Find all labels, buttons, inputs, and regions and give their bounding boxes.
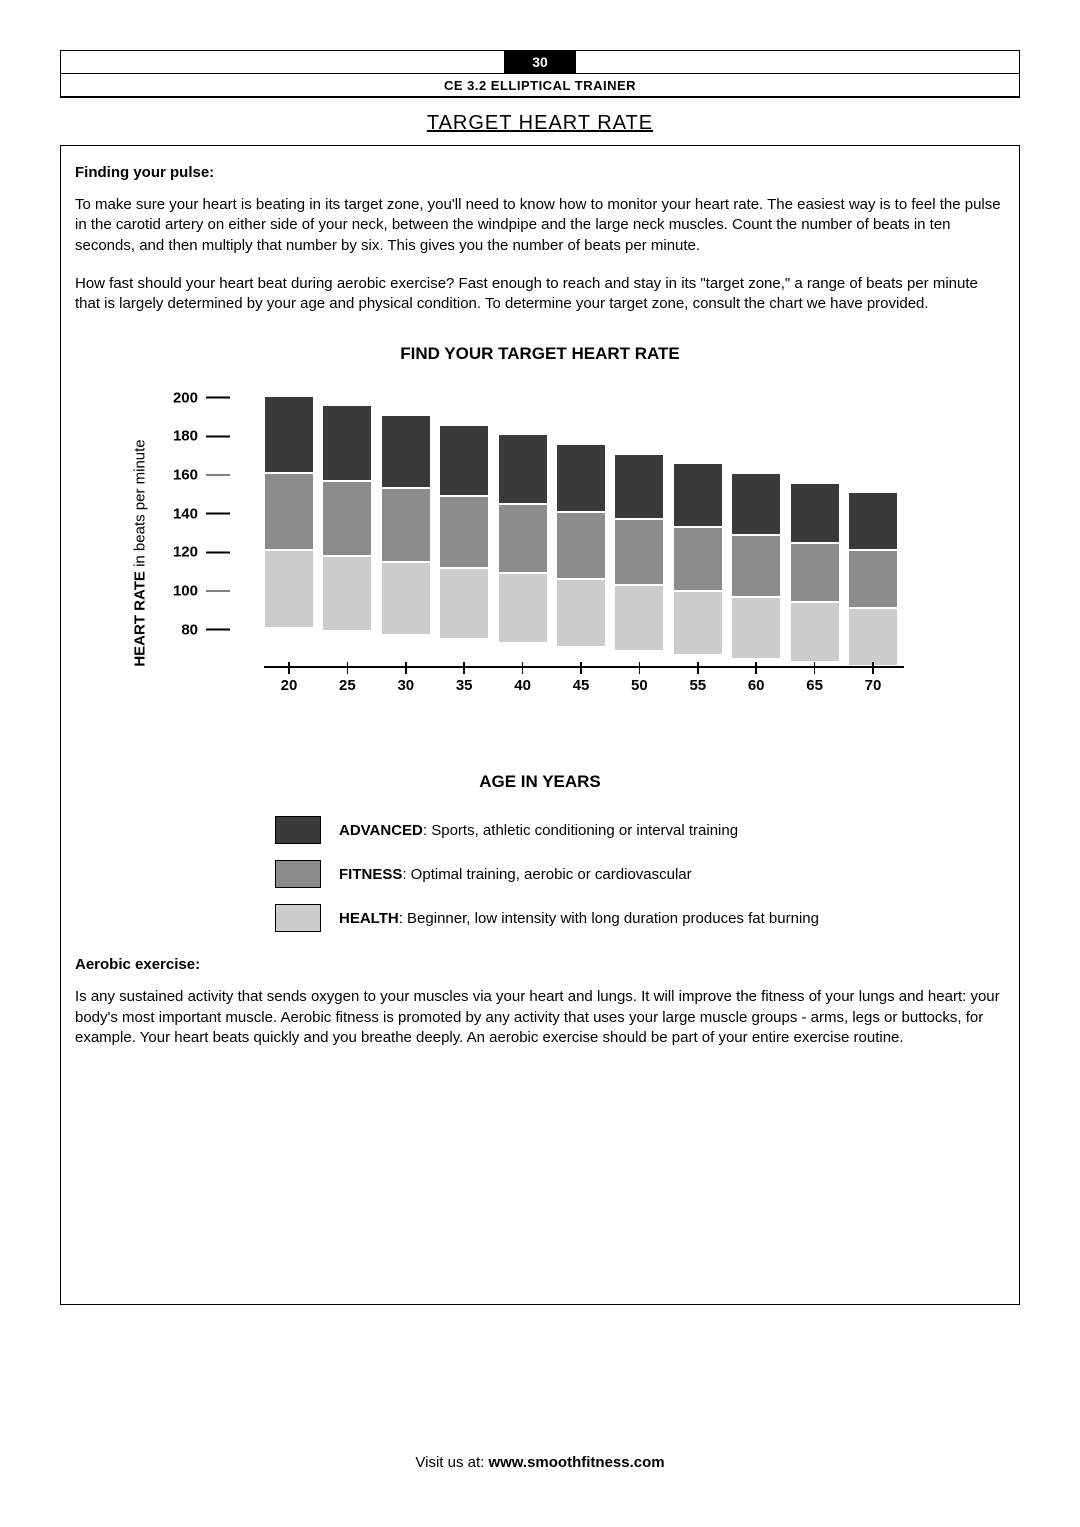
legend-row: HEALTH: Beginner, low intensity with lon… [275, 904, 1005, 932]
bar-segment [848, 608, 898, 666]
x-tick: 35 [439, 662, 489, 694]
page-header: 30 CE 3.2 ELLIPTICAL TRAINER [61, 51, 1019, 97]
y-axis-label-rest: in beats per minute [132, 440, 149, 572]
x-tick: 70 [848, 662, 898, 694]
legend-row: ADVANCED: Sports, athletic conditioning … [275, 816, 1005, 844]
chart-title: FIND YOUR TARGET HEART RATE [75, 344, 1005, 364]
bar-segment [673, 591, 723, 655]
legend-label: FITNESS: Optimal training, aerobic or ca… [339, 866, 692, 883]
y-tick: 180 [173, 428, 230, 445]
legend-label: HEALTH: Beginner, low intensity with lon… [339, 910, 819, 927]
bar-segment [790, 483, 840, 543]
footer: Visit us at: www.smoothfitness.com [0, 1454, 1080, 1471]
bar-segment [790, 543, 840, 603]
bar-segment [848, 492, 898, 550]
x-axis-label: AGE IN YEARS [75, 772, 1005, 792]
finding-pulse-heading-text: Finding your pulse [75, 164, 209, 181]
bar-segment [264, 473, 314, 550]
bar-segment [439, 425, 489, 497]
legend-label: ADVANCED: Sports, athletic conditioning … [339, 822, 738, 839]
bar-segment [439, 568, 489, 640]
aerobic-para: Is any sustained activity that sends oxy… [75, 987, 1005, 1048]
footer-prefix: Visit us at: [415, 1454, 488, 1471]
x-tick: 50 [614, 662, 664, 694]
bar-segment [614, 519, 664, 585]
bar-segment [322, 556, 372, 631]
header-container: 30 CE 3.2 ELLIPTICAL TRAINER [60, 50, 1020, 98]
bar-segment [264, 550, 314, 627]
bar-segment [322, 405, 372, 480]
legend-swatch [275, 816, 321, 844]
x-tick: 20 [264, 662, 314, 694]
bar-segment [381, 488, 431, 561]
x-tick: 65 [790, 662, 840, 694]
bar-segment [498, 504, 548, 574]
y-axis-label: HEART RATE in beats per minute [132, 423, 149, 683]
bar-segment [556, 444, 606, 512]
bar-segment [673, 527, 723, 591]
bar-segment [322, 481, 372, 556]
x-tick: 45 [556, 662, 606, 694]
content-box: Finding your pulse: To make sure your he… [60, 145, 1020, 1305]
finding-pulse-para1: To make sure your heart is beating in it… [75, 195, 1005, 256]
section-title: TARGET HEART RATE [60, 112, 1020, 135]
bar-segment [381, 415, 431, 488]
finding-pulse-para2: How fast should your heart beat during a… [75, 274, 1005, 315]
bar-segment [264, 396, 314, 473]
bar-segment [498, 573, 548, 643]
bar-segment [439, 496, 489, 568]
x-tick: 60 [731, 662, 781, 694]
y-ticks: 20018016014012010080 [180, 378, 230, 668]
bar-segment [381, 562, 431, 635]
page-number: 30 [504, 51, 576, 73]
chart-wrapper: HEART RATE in beats per minute 200180160… [130, 378, 950, 728]
bar-segment [848, 550, 898, 608]
y-tick: 140 [173, 505, 230, 522]
legend-swatch [275, 904, 321, 932]
x-tick: 30 [381, 662, 431, 694]
legend-swatch [275, 860, 321, 888]
bar-segment [556, 512, 606, 580]
bar-segment [614, 585, 664, 651]
bar-segment [731, 535, 781, 597]
chart-area: 2025303540455055606570 [264, 378, 904, 668]
bar-segment [731, 597, 781, 659]
y-tick: 80 [181, 621, 230, 638]
x-tick: 25 [322, 662, 372, 694]
finding-pulse-heading: Finding your pulse: [75, 164, 1005, 181]
bar-segment [790, 602, 840, 662]
bar-segment [731, 473, 781, 535]
x-tick: 40 [498, 662, 548, 694]
bar-segment [498, 434, 548, 504]
aerobic-heading: Aerobic exercise: [75, 956, 1005, 973]
legend-row: FITNESS: Optimal training, aerobic or ca… [275, 860, 1005, 888]
y-tick: 120 [173, 544, 230, 561]
x-tick: 55 [673, 662, 723, 694]
bar-segment [556, 579, 606, 647]
footer-url: www.smoothfitness.com [488, 1454, 664, 1471]
y-tick: 200 [173, 389, 230, 406]
y-tick: 160 [173, 466, 230, 483]
y-tick: 100 [173, 582, 230, 599]
bar-segment [614, 454, 664, 520]
legend: ADVANCED: Sports, athletic conditioning … [275, 816, 1005, 932]
bar-segment [673, 463, 723, 527]
y-axis-label-bold: HEART RATE [132, 571, 149, 667]
model-name: CE 3.2 ELLIPTICAL TRAINER [61, 74, 1019, 97]
